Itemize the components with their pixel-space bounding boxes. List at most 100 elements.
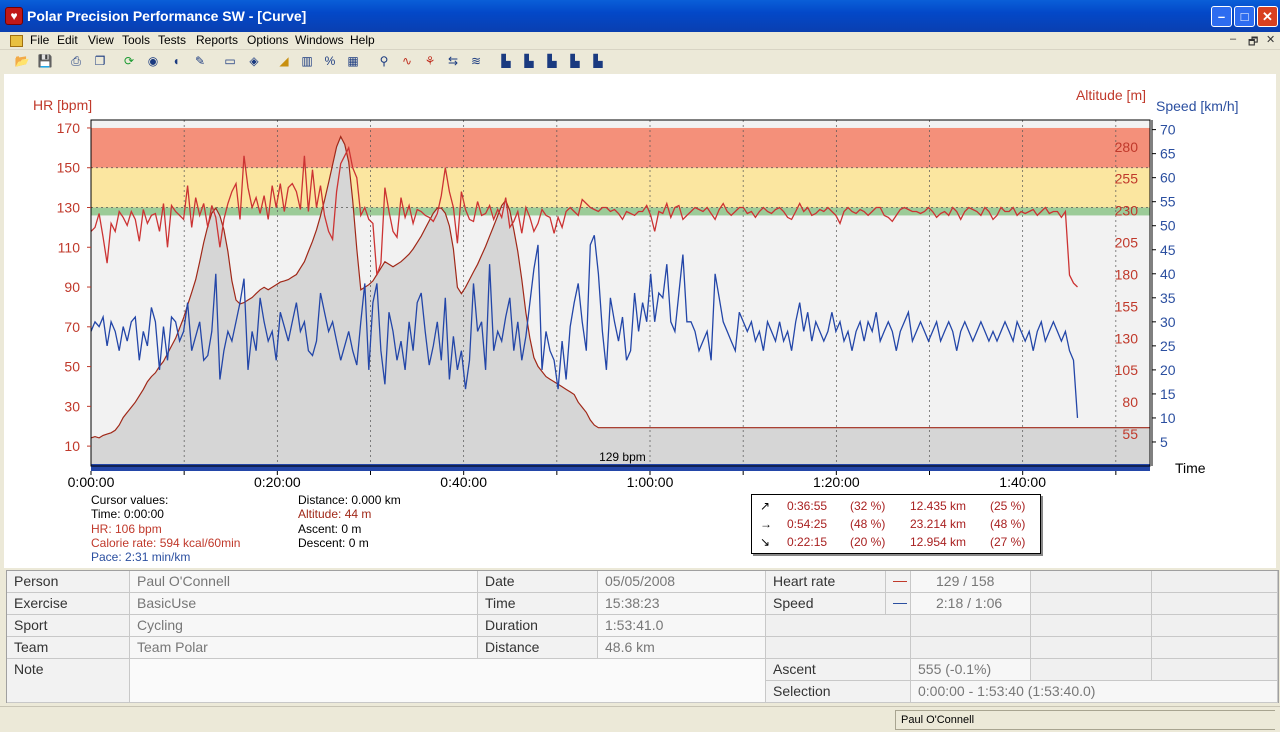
bar-5-icon[interactable]: ▙ — [593, 54, 603, 68]
uphill-pct: (32 %) — [850, 499, 886, 513]
title-bar: ♥ Polar Precision Performance SW - [Curv… — [0, 0, 1280, 32]
altitude-tick-label: 155 — [1115, 298, 1139, 314]
globe-icon[interactable]: ◉ — [147, 54, 159, 68]
distance-label: Distance — [478, 637, 598, 659]
area-chart-icon[interactable]: ◢ — [279, 54, 289, 68]
duration-label: Duration — [478, 615, 598, 637]
percent-icon[interactable]: % — [324, 54, 336, 68]
maximize-button[interactable]: □ — [1234, 6, 1255, 27]
open-icon[interactable]: 📂 — [14, 54, 30, 68]
plot-frame — [90, 119, 1151, 467]
table-icon[interactable]: ▭ — [224, 54, 236, 68]
menu-options[interactable]: Options — [247, 33, 289, 47]
altitude-tick-label: 280 — [1115, 139, 1139, 155]
blank-cell — [1031, 659, 1152, 681]
team-value[interactable]: Team Polar — [130, 637, 478, 659]
cursor-distance: Distance: 0.000 km — [298, 493, 401, 507]
time-axis-title: Time — [1175, 460, 1206, 476]
compare-icon[interactable]: ⇆ — [447, 54, 459, 68]
bar-3-icon[interactable]: ▙ — [547, 54, 557, 68]
exercise-value[interactable]: BasicUse — [130, 593, 478, 615]
uphill-arrow-icon: ↗ — [760, 499, 771, 513]
time-tick-label: 1:40:00 — [999, 474, 1046, 489]
note-field[interactable] — [130, 659, 766, 703]
menu-tools[interactable]: Tools — [122, 33, 151, 47]
time-value[interactable]: 15:38:23 — [598, 593, 766, 615]
grid-icon[interactable]: ▦ — [347, 54, 359, 68]
mdi-restore-button[interactable]: 🗗 — [1248, 36, 1259, 48]
status-user: Paul O'Connell — [895, 710, 1275, 730]
refresh-icon[interactable]: ⟳ — [123, 54, 135, 68]
cursor-values-2: Distance: 0.000 km Altitude: 44 m Ascent… — [298, 493, 478, 550]
speed-axis-title: Speed [km/h] — [1156, 98, 1239, 114]
mdi-close-button[interactable]: ✕ — [1266, 34, 1276, 46]
bar-4-icon[interactable]: ▙ — [570, 54, 580, 68]
curve-panel[interactable]: 129 bpm HR [bpm] 170 150 130 110 90 70 50 30 10 Alt… — [4, 74, 1276, 568]
blank-cell — [1152, 571, 1278, 593]
menu-windows[interactable]: Windows — [295, 33, 344, 47]
sport-label: Sport — [7, 615, 130, 637]
save-icon[interactable]: 💾 — [37, 54, 53, 68]
cursor-hr: HR: 106 bpm — [91, 521, 162, 536]
book-icon[interactable]: ◈ — [249, 54, 259, 68]
trend-icon[interactable]: ≋ — [470, 54, 482, 68]
zoom-icon[interactable]: ⚲ — [379, 54, 389, 68]
cursor-pace: Pace: 2:31 min/km — [91, 550, 191, 565]
hr-tick-label: 70 — [64, 319, 80, 335]
menu-file[interactable]: File — [30, 33, 50, 47]
altitude-axis-title: Altitude [m] — [1076, 87, 1146, 103]
menu-view[interactable]: View — [88, 33, 114, 47]
hr-curve-icon[interactable]: ∿ — [401, 54, 413, 68]
speed-tick-label: 30 — [1160, 314, 1176, 330]
hr-axis-title: HR [bpm] — [33, 97, 92, 113]
menu-help[interactable]: Help — [350, 33, 375, 47]
speed-tick-label: 60 — [1160, 170, 1176, 186]
speed-tick-label: 5 — [1160, 434, 1168, 450]
bar-2-icon[interactable]: ▙ — [524, 54, 534, 68]
print-icon[interactable]: ⎙ — [71, 54, 81, 68]
heart-rate-label: Heart rate — [766, 571, 886, 593]
window-title: Polar Precision Performance SW - [Curve] — [27, 8, 307, 24]
ascent-value: 555 (-0.1%) — [911, 659, 1031, 681]
uphill-dpct: (25 %) — [990, 499, 1026, 513]
copy-icon[interactable]: ❐ — [94, 54, 106, 68]
blank-cell — [1031, 637, 1152, 659]
close-button[interactable]: ✕ — [1257, 6, 1278, 27]
blank-cell — [1152, 659, 1278, 681]
menu-edit[interactable]: Edit — [57, 33, 78, 47]
altitude-tick-label: 205 — [1115, 235, 1139, 251]
sound-icon[interactable]: ◖ — [172, 54, 180, 68]
altitude-line — [90, 135, 1150, 439]
time-label: Time — [478, 593, 598, 615]
analysis-icon[interactable]: ⚘ — [424, 54, 436, 68]
toolbar: 📂 💾 ⎙ ❐ ⟳ ◉ ◖ ✎ ▭ ◈ ◢ ▥ % ▦ ⚲ ∿ ⚘ ⇆ ≋ ▙ … — [0, 51, 1280, 73]
heart-rate-value: 129 / 158 — [911, 571, 1031, 593]
date-value[interactable]: 05/05/2008 — [598, 571, 766, 593]
person-value[interactable]: Paul O'Connell — [130, 571, 478, 593]
altitude-tick-label: 230 — [1115, 203, 1139, 219]
downhill-dpct: (27 %) — [990, 535, 1026, 549]
downhill-time: 0:22:15 — [787, 535, 828, 549]
document-icon[interactable] — [10, 35, 23, 47]
bar-chart-icon[interactable]: ▥ — [301, 54, 313, 68]
bar-1-icon[interactable]: ▙ — [501, 54, 511, 68]
menu-reports[interactable]: Reports — [196, 33, 239, 47]
duration-value[interactable]: 1:53:41.0 — [598, 615, 766, 637]
altitude-tick-label: 130 — [1115, 330, 1139, 346]
speed-tick-label: 35 — [1160, 290, 1176, 306]
time-tick-label: 1:20:00 — [813, 474, 860, 489]
mdi-minimize-button[interactable]: – — [1230, 33, 1237, 45]
menu-tests[interactable]: Tests — [158, 33, 187, 47]
tools-icon[interactable]: ✎ — [194, 54, 206, 68]
status-bar: Paul O'Connell — [0, 706, 1280, 732]
sport-value[interactable]: Cycling — [130, 615, 478, 637]
speed-tick-label: 25 — [1160, 338, 1176, 354]
distance-value[interactable]: 48.6 km — [598, 637, 766, 659]
hr-speed-altitude-chart[interactable]: 129 bpm HR [bpm] 170 150 130 110 90 70 50 30 10 Alt… — [4, 74, 1276, 489]
slope-summary-box: ↗ 0:36:55 (32 %) 12.435 km (25 %) → 0:54… — [751, 494, 1041, 554]
speed-tick-label: 20 — [1160, 362, 1176, 378]
minimize-button[interactable]: – — [1211, 6, 1232, 27]
flat-arrow-icon: → — [760, 517, 772, 531]
exercise-info-table: Person Paul O'Connell Date 05/05/2008 He… — [6, 570, 1279, 703]
summary-row-downhill: ↘ 0:22:15 (20 %) 12.954 km (27 %) — [752, 535, 1040, 553]
